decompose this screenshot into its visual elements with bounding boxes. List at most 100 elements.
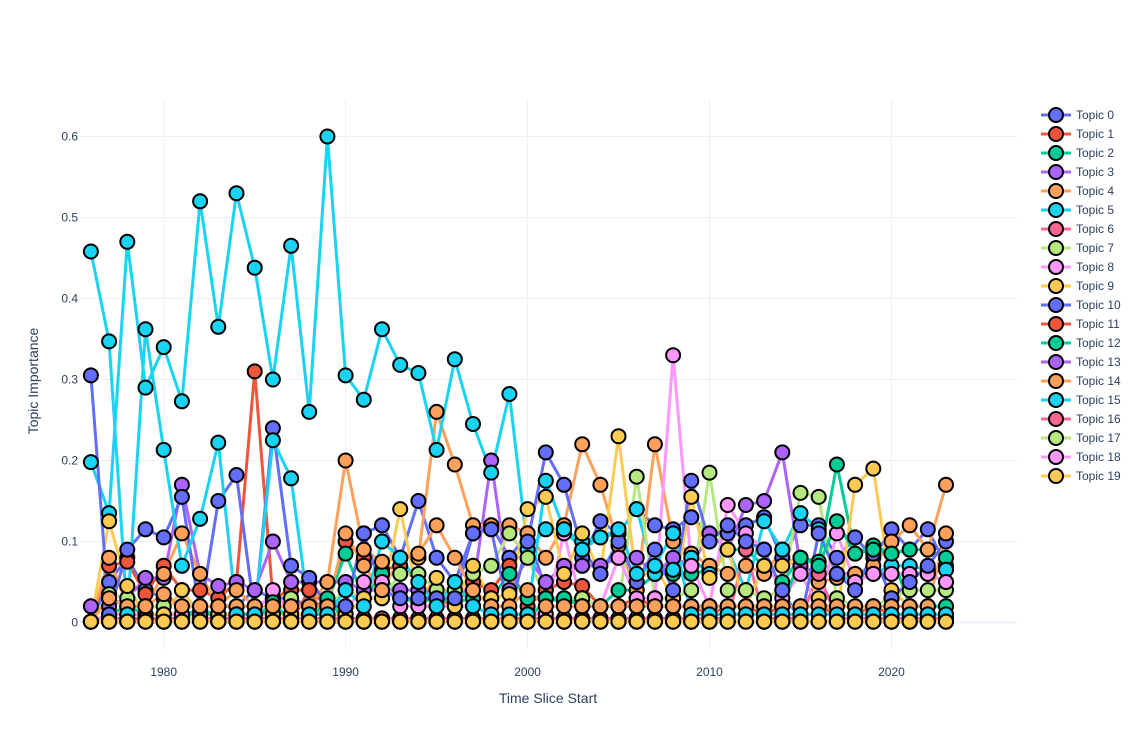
data-point[interactable] xyxy=(283,470,300,487)
data-point[interactable] xyxy=(82,367,99,384)
legend-item-topic-6[interactable]: Topic 6 xyxy=(1041,221,1114,237)
data-point[interactable] xyxy=(756,513,773,530)
data-point[interactable] xyxy=(901,541,918,558)
data-point[interactable] xyxy=(919,541,936,558)
legend-item-topic-17[interactable]: Topic 17 xyxy=(1041,430,1121,446)
data-point[interactable] xyxy=(610,613,627,630)
data-point[interactable] xyxy=(519,549,536,566)
data-point[interactable] xyxy=(374,321,390,338)
data-point[interactable] xyxy=(719,565,736,582)
data-point[interactable] xyxy=(119,233,136,250)
data-point[interactable] xyxy=(646,517,663,534)
data-point[interactable] xyxy=(137,613,154,630)
data-point[interactable] xyxy=(283,613,300,630)
data-point[interactable] xyxy=(537,521,554,538)
data-point[interactable] xyxy=(210,613,227,630)
data-point[interactable] xyxy=(101,513,118,530)
data-point[interactable] xyxy=(628,468,645,485)
data-point[interactable] xyxy=(683,488,700,505)
data-point[interactable] xyxy=(101,549,118,566)
data-point[interactable] xyxy=(828,456,845,473)
data-point[interactable] xyxy=(774,444,791,461)
legend-item-topic-10[interactable]: Topic 10 xyxy=(1041,297,1121,313)
data-point[interactable] xyxy=(446,590,463,607)
data-point[interactable] xyxy=(137,569,154,586)
legend-item-topic-14[interactable]: Topic 14 xyxy=(1041,373,1121,389)
data-point[interactable] xyxy=(556,476,572,493)
data-point[interactable] xyxy=(919,521,936,538)
data-point[interactable] xyxy=(519,582,536,599)
data-point[interactable] xyxy=(810,613,827,630)
data-point[interactable] xyxy=(137,598,154,615)
data-point[interactable] xyxy=(628,613,645,630)
data-point[interactable] xyxy=(737,613,754,630)
data-point[interactable] xyxy=(246,613,263,630)
data-point[interactable] xyxy=(192,565,209,582)
data-point[interactable] xyxy=(847,476,864,493)
data-point[interactable] xyxy=(337,452,354,469)
data-point[interactable] xyxy=(119,578,136,594)
data-point[interactable] xyxy=(337,525,354,542)
data-point[interactable] xyxy=(264,371,281,388)
data-point[interactable] xyxy=(810,525,827,542)
data-point[interactable] xyxy=(792,565,809,582)
data-point[interactable] xyxy=(810,557,827,574)
data-point[interactable] xyxy=(756,613,773,630)
data-point[interactable] xyxy=(792,484,809,501)
data-point[interactable] xyxy=(82,613,99,630)
data-point[interactable] xyxy=(556,521,572,538)
data-point[interactable] xyxy=(646,598,663,615)
data-point[interactable] xyxy=(938,574,954,590)
legend-item-topic-11[interactable]: Topic 11 xyxy=(1041,316,1120,332)
data-point[interactable] xyxy=(519,613,536,630)
data-point[interactable] xyxy=(210,578,227,594)
data-point[interactable] xyxy=(774,557,791,574)
legend-item-topic-1[interactable]: Topic 1 xyxy=(1041,126,1114,142)
data-point[interactable] xyxy=(392,549,409,566)
data-point[interactable] xyxy=(556,565,572,582)
data-point[interactable] xyxy=(847,529,864,546)
legend-item-topic-18[interactable]: Topic 18 xyxy=(1041,449,1121,465)
legend-item-topic-19[interactable]: Topic 19 xyxy=(1041,468,1121,484)
data-point[interactable] xyxy=(756,493,773,509)
data-point[interactable] xyxy=(665,561,682,578)
data-point[interactable] xyxy=(828,513,845,530)
data-point[interactable] xyxy=(665,347,682,364)
data-point[interactable] xyxy=(301,582,318,599)
legend-item-topic-13[interactable]: Topic 13 xyxy=(1041,354,1121,370)
data-point[interactable] xyxy=(465,416,481,432)
data-point[interactable] xyxy=(428,517,445,534)
data-point[interactable] xyxy=(756,557,773,574)
data-point[interactable] xyxy=(446,549,463,566)
data-point[interactable] xyxy=(737,497,754,513)
data-point[interactable] xyxy=(919,582,936,599)
data-point[interactable] xyxy=(592,529,609,546)
legend-item-topic-4[interactable]: Topic 4 xyxy=(1041,183,1114,199)
data-point[interactable] xyxy=(883,565,900,582)
legend-item-topic-2[interactable]: Topic 2 xyxy=(1041,145,1114,161)
data-point[interactable] xyxy=(938,476,954,493)
data-point[interactable] xyxy=(392,613,409,630)
data-point[interactable] xyxy=(228,185,245,202)
data-point[interactable] xyxy=(319,613,336,630)
data-point[interactable] xyxy=(865,565,882,582)
data-point[interactable] xyxy=(428,569,445,586)
data-point[interactable] xyxy=(428,441,445,458)
data-point[interactable] xyxy=(374,613,390,630)
data-point[interactable] xyxy=(610,521,627,538)
data-point[interactable] xyxy=(792,613,809,630)
data-point[interactable] xyxy=(701,613,718,630)
data-point[interactable] xyxy=(610,582,627,599)
legend-item-topic-8[interactable]: Topic 8 xyxy=(1041,259,1114,275)
data-point[interactable] xyxy=(355,613,372,630)
data-point[interactable] xyxy=(737,582,754,599)
data-point[interactable] xyxy=(428,549,445,566)
data-point[interactable] xyxy=(665,582,682,599)
data-point[interactable] xyxy=(628,598,645,615)
data-point[interactable] xyxy=(865,541,882,558)
data-point[interactable] xyxy=(592,565,609,582)
data-point[interactable] xyxy=(264,613,281,630)
data-point[interactable] xyxy=(756,541,773,558)
data-point[interactable] xyxy=(173,598,190,615)
data-point[interactable] xyxy=(337,367,354,384)
